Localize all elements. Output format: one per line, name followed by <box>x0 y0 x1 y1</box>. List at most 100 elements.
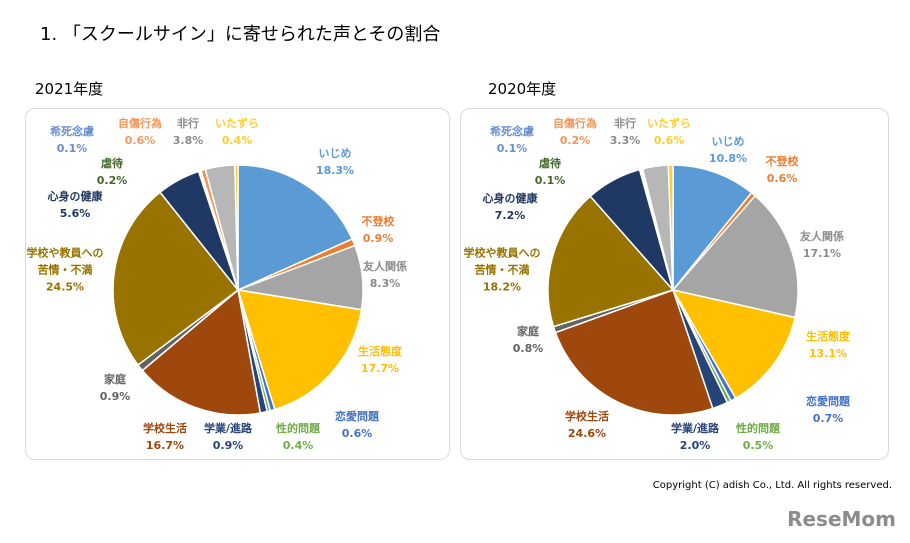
category-label: 家庭 <box>516 324 539 338</box>
value-label: 0.6% <box>766 172 798 185</box>
category-label: いたずら <box>215 116 259 130</box>
value-label: 0.1% <box>56 142 88 155</box>
category-label: 学校や教員への 苦情・不満 <box>26 246 104 277</box>
category-label: 友人関係 <box>363 259 407 273</box>
slice-label: 不登校 0.6% <box>766 153 799 187</box>
value-label: 0.2% <box>96 174 128 187</box>
category-label: 虐待 <box>100 156 123 170</box>
slice-label: 虐待 0.1% <box>535 155 566 189</box>
value-label: 3.8% <box>172 134 204 147</box>
slice-label: 非行 3.8% <box>173 115 204 149</box>
slice-label: いたずら 0.6% <box>647 115 691 149</box>
slice-label: 性的問題 0.5% <box>736 420 780 454</box>
pie-slice <box>671 288 796 400</box>
pie-slice <box>237 164 354 292</box>
pie-slice <box>141 288 262 416</box>
category-label: 学校生活 <box>565 409 609 423</box>
value-label: 10.8% <box>708 152 748 165</box>
slice-label: 心身の健康 7.2% <box>483 190 538 224</box>
value-label: 0.6% <box>341 427 373 440</box>
slice-label: 希死念慮 0.1% <box>50 123 94 157</box>
value-label: 17.7% <box>360 362 400 375</box>
slice-label: 自傷行為 0.2% <box>553 115 597 149</box>
category-label: いじめ <box>318 146 352 160</box>
category-label: 性的問題 <box>276 421 320 435</box>
value-label: 0.7% <box>812 412 844 425</box>
value-label: 7.2% <box>494 209 526 222</box>
value-label: 5.6% <box>59 207 91 220</box>
slice-label: 不登校 0.9% <box>362 213 395 247</box>
category-label: 心身の健康 <box>482 191 538 205</box>
value-label: 0.9% <box>362 232 394 245</box>
value-label: 0.8% <box>512 342 544 355</box>
value-label: 16.7% <box>145 439 185 452</box>
slice-label: 学校や教員への 苦情・不満 24.5% <box>27 244 104 295</box>
slice-label: 恋愛問題 0.7% <box>806 393 850 427</box>
category-label: 心身の健康 <box>47 189 103 203</box>
category-label: いじめ <box>711 134 745 148</box>
value-label: 2.0% <box>679 439 711 452</box>
category-label: 学校生活 <box>143 421 187 435</box>
page-title: 1. 「スクールサイン」に寄せられた声とその割合 <box>40 24 441 45</box>
pie-slice <box>671 194 799 319</box>
category-label: 希死念慮 <box>50 124 94 138</box>
slice-label: 学校生活 16.7% <box>143 420 187 454</box>
value-label: 0.9% <box>99 390 131 403</box>
value-label: 0.1% <box>496 142 528 155</box>
value-label: 24.6% <box>567 427 607 440</box>
category-label: 学校や教員への 苦情・不満 <box>463 246 541 277</box>
category-label: 学業/進路 <box>670 421 720 435</box>
value-label: 24.5% <box>45 280 85 294</box>
category-label: 恋愛問題 <box>335 409 379 423</box>
slice-label: 家庭 0.8% <box>513 323 544 357</box>
category-label: 学業/進路 <box>203 421 253 435</box>
value-label: 0.2% <box>559 134 591 147</box>
slice-label: 家庭 0.9% <box>100 371 131 405</box>
category-label: 虐待 <box>538 156 561 170</box>
pie-slice <box>667 164 674 291</box>
category-label: 生活態度 <box>358 344 402 358</box>
category-label: 恋愛問題 <box>806 394 850 408</box>
category-label: 自傷行為 <box>118 116 162 130</box>
value-label: 0.5% <box>742 439 774 452</box>
value-label: 8.3% <box>369 277 401 290</box>
slice-label: 希死念慮 0.1% <box>490 123 534 157</box>
pie-slice <box>234 164 239 291</box>
slice-label: 生活態度 13.1% <box>806 328 850 362</box>
slice-label: 友人関係 8.3% <box>363 258 407 292</box>
category-label: 自傷行為 <box>553 116 597 130</box>
category-label: 家庭 <box>103 372 126 386</box>
pie-slice <box>672 164 753 293</box>
slice-label: 恋愛問題 0.6% <box>335 408 379 442</box>
value-label: 3.3% <box>609 134 641 147</box>
watermark: ReseMom <box>787 507 896 531</box>
slice-label: 学業/進路 2.0% <box>671 420 719 454</box>
slice-label: 生活態度 17.7% <box>358 343 402 377</box>
value-label: 0.1% <box>534 174 566 187</box>
value-label: 0.6% <box>124 134 156 147</box>
slice-label: いじめ 10.8% <box>709 133 747 167</box>
category-label: 性的問題 <box>736 421 780 435</box>
value-label: 0.4% <box>282 439 314 452</box>
pie-slice <box>236 289 363 411</box>
slice-label: いたずら 0.4% <box>215 115 259 149</box>
value-label: 0.6% <box>653 134 685 147</box>
category-label: 非行 <box>176 116 199 130</box>
pie-slice <box>112 191 240 367</box>
value-label: 13.1% <box>808 347 848 360</box>
slice-label: 心身の健康 5.6% <box>48 188 103 222</box>
slice-label: 学校や教員への 苦情・不満 18.2% <box>464 244 541 295</box>
value-label: 17.1% <box>802 247 842 260</box>
category-label: 不登校 <box>361 214 395 228</box>
value-label: 18.3% <box>315 164 355 177</box>
slice-label: 学業/進路 0.9% <box>204 420 252 454</box>
category-label: 友人関係 <box>800 229 844 243</box>
chart-title: 2021年度 <box>35 80 104 98</box>
category-label: 非行 <box>613 116 636 130</box>
value-label: 0.9% <box>212 439 244 452</box>
slice-label: 非行 3.3% <box>610 115 641 149</box>
slice-label: 友人関係 17.1% <box>800 228 844 262</box>
